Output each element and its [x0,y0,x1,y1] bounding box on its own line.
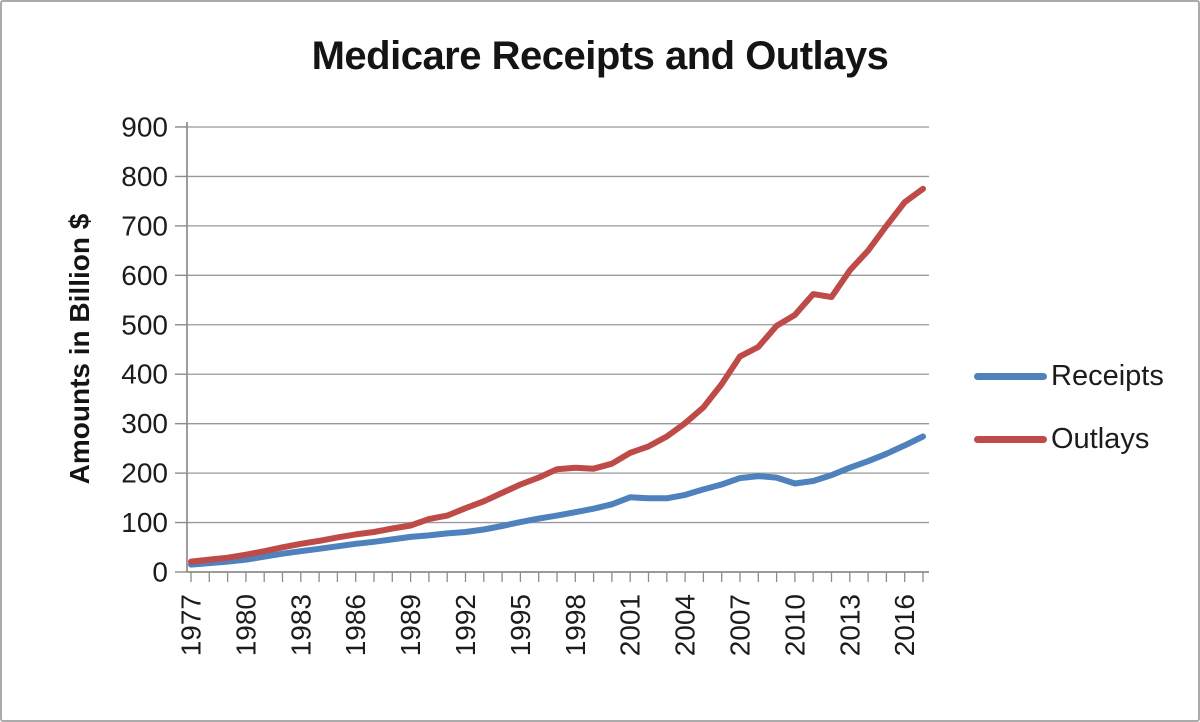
axes [186,122,929,573]
gridlines [187,126,929,524]
y-tick-label: 200 [121,458,168,489]
x-tick-label: 2004 [670,594,701,656]
x-tick-label: 1992 [450,594,481,656]
outlays-line [188,185,926,565]
legend-item-receipts: Receipts [974,358,1184,394]
receipts-line-sample-icon [974,372,1047,380]
x-tick-label: 1986 [340,594,371,656]
x-tick-label: 2016 [889,594,920,656]
y-tick-label: 100 [121,507,168,538]
y-tick-labels: 0 100 200 300 400 500 600 700 800 900 [121,112,187,588]
x-tick-label: 1980 [230,594,261,656]
y-tick-label: 500 [121,309,168,340]
y-tick-label: 400 [121,359,168,390]
legend-item-outlays: Outlays [974,421,1184,457]
y-tick-label: 800 [121,161,168,192]
y-tick-label: 300 [121,408,168,439]
x-tick-label: 2007 [725,594,756,656]
chart-title: Medicare Receipts and Outlays [311,34,889,78]
outlays-line-sample-icon [974,435,1047,443]
x-tick-label: 2013 [834,594,865,656]
x-tick-labels: 1977 1980 1983 1986 1989 1992 1995 1998 2001 2004… [176,572,924,656]
y-tick-label: 0 [152,557,168,588]
y-tick-label: 600 [121,260,168,291]
y-tick-label: 700 [121,210,168,241]
x-tick-label: 1995 [505,594,536,656]
legend: Receipts Outlays [974,358,1184,484]
legend-label-outlays: Outlays [1051,422,1150,455]
legend-label-receipts: Receipts [1051,359,1164,392]
x-tick-label: 2010 [779,594,810,656]
x-tick-label: 1983 [285,594,316,656]
x-tick-label: 1989 [395,594,426,656]
x-tick-label: 1998 [560,594,591,656]
y-tick-label: 900 [121,112,168,143]
x-tick-label: 1977 [176,594,207,656]
x-tick-label: 2001 [615,594,646,656]
receipts-line [188,433,926,568]
